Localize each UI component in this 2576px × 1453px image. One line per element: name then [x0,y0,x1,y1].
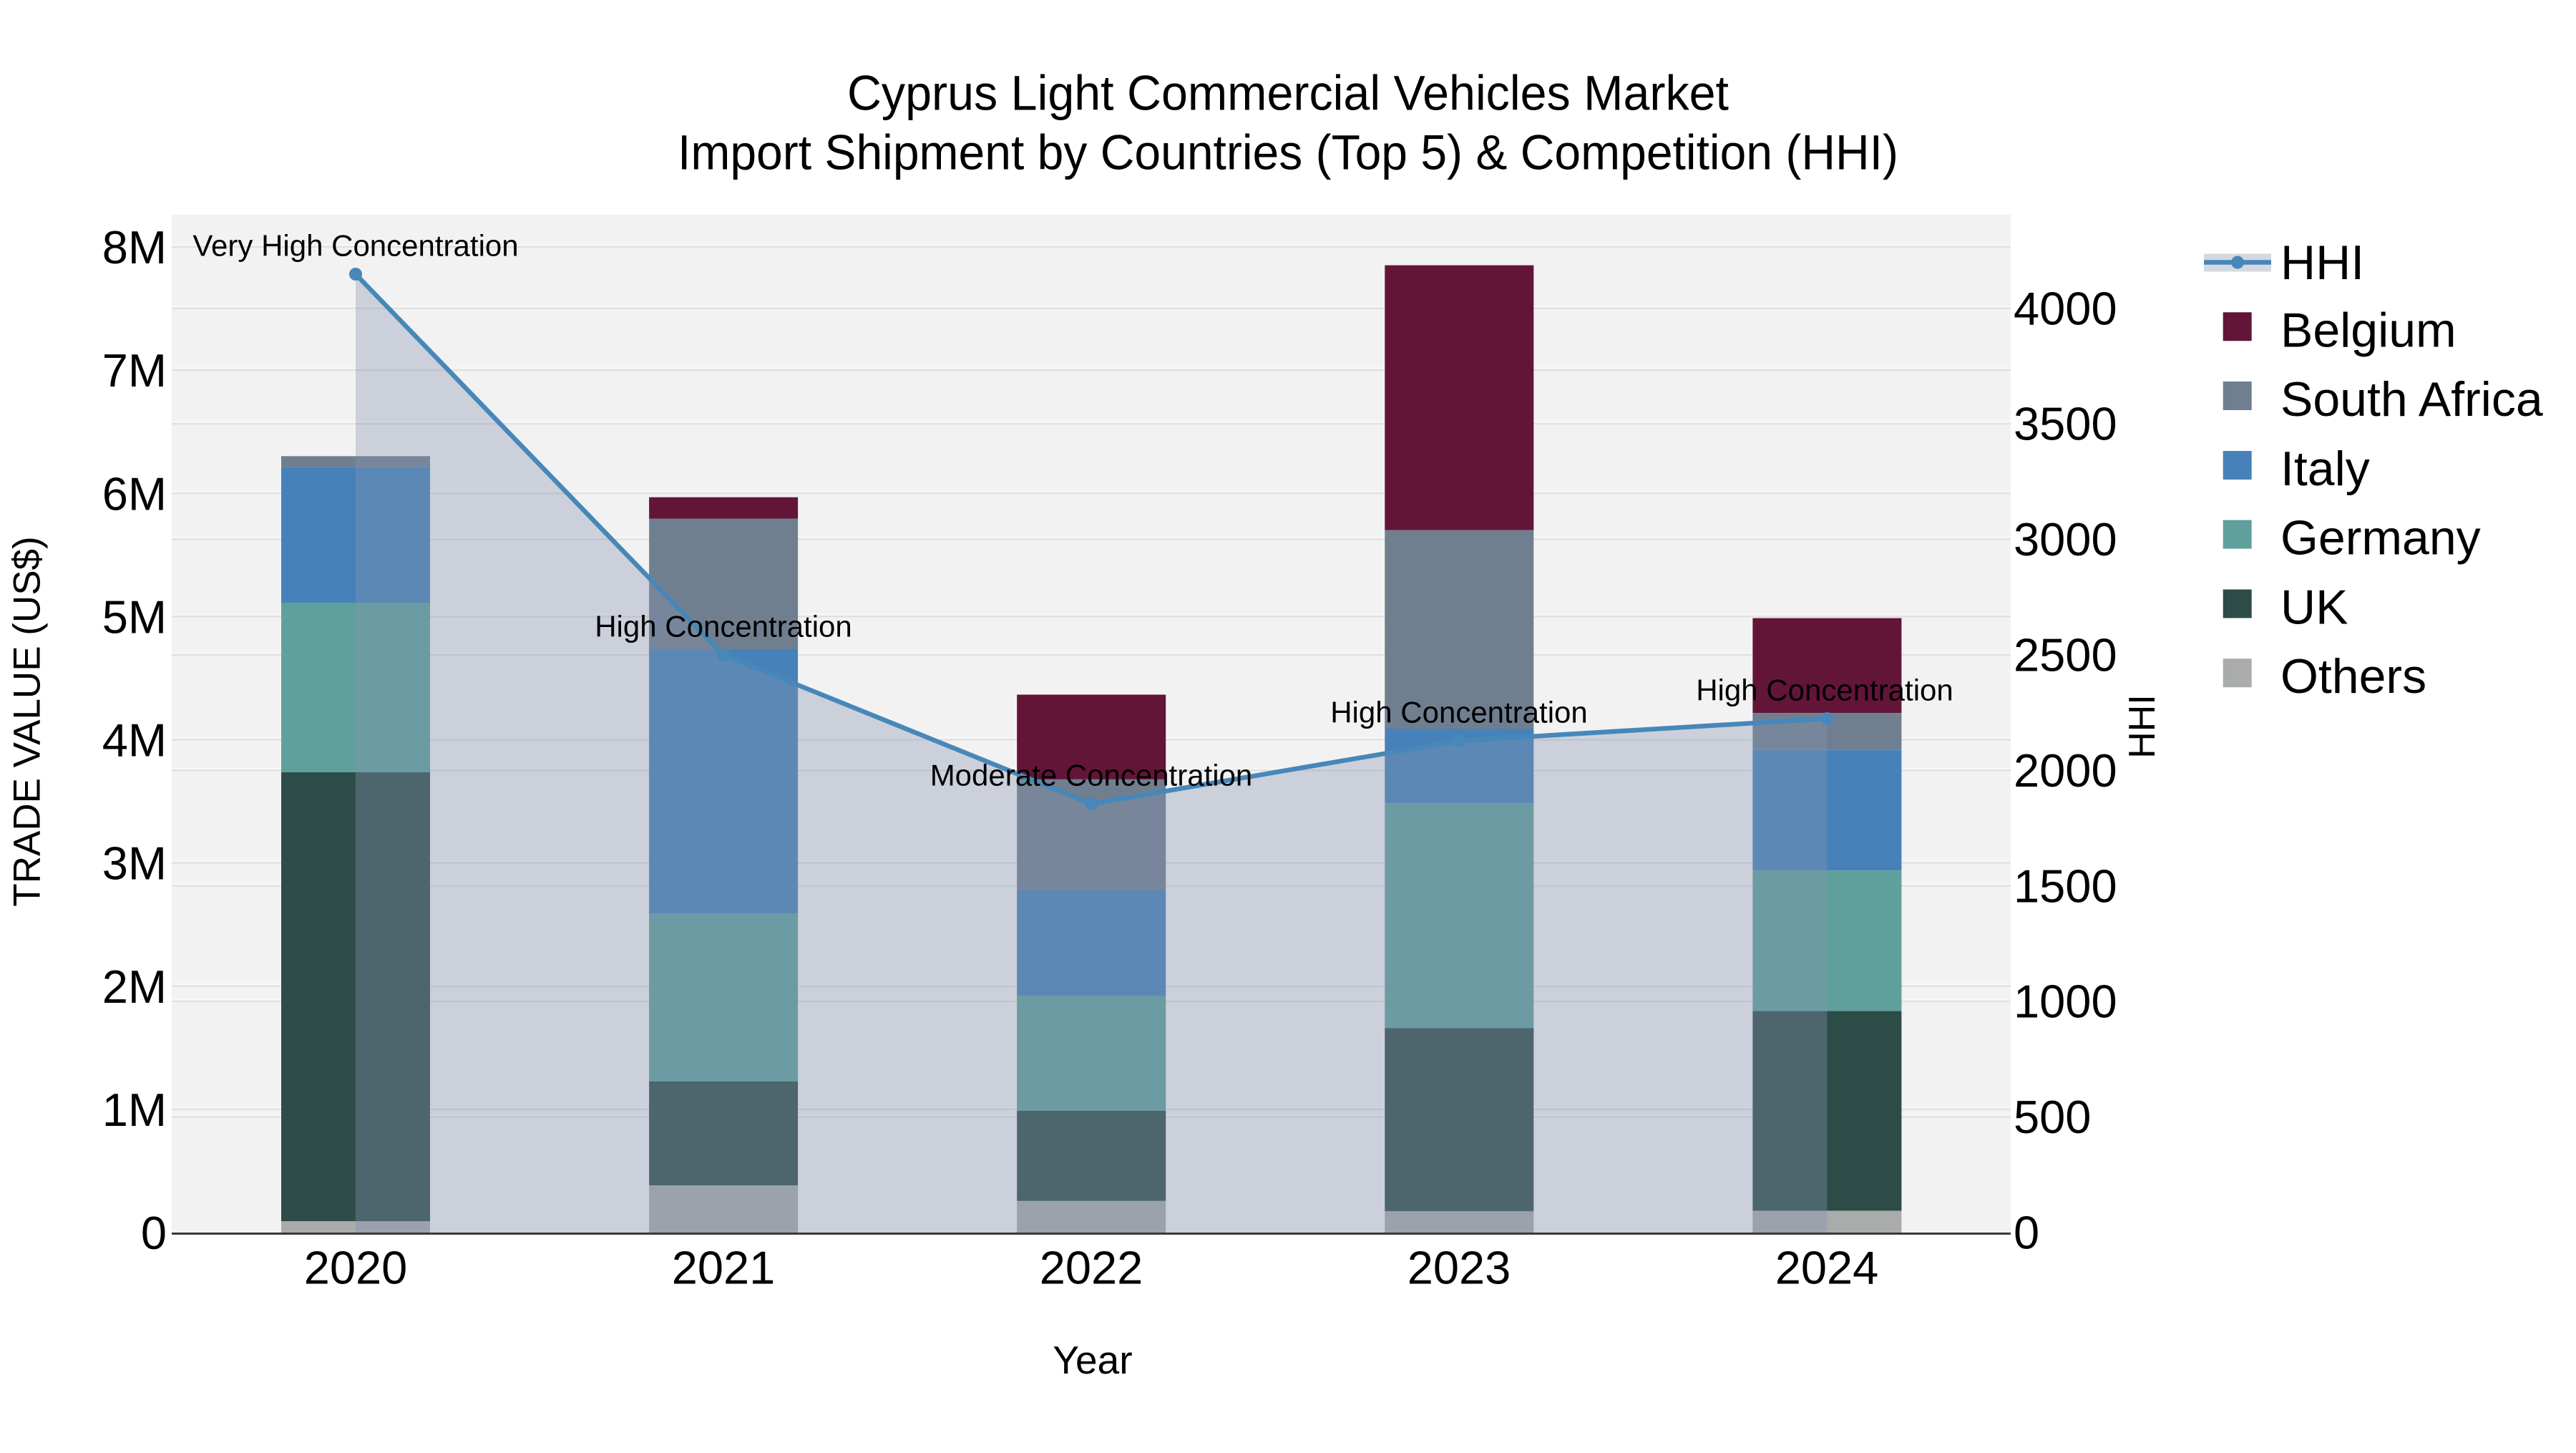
svg-text:4M: 4M [102,714,167,767]
svg-text:1000: 1000 [2014,976,2117,1028]
svg-text:2023: 2023 [1407,1242,1511,1294]
svg-text:Italy: Italy [2280,442,2370,496]
svg-text:HHI: HHI [2122,694,2163,759]
svg-text:South Africa: South Africa [2280,372,2543,427]
svg-text:5M: 5M [102,591,167,643]
svg-text:3000: 3000 [2014,513,2117,565]
svg-text:Germany: Germany [2280,511,2481,565]
svg-text:2M: 2M [102,961,167,1013]
svg-text:TRADE VALUE (US$): TRADE VALUE (US$) [6,536,49,906]
svg-text:8M: 8M [102,221,167,273]
svg-text:0: 0 [141,1207,167,1259]
svg-text:2021: 2021 [672,1242,776,1294]
svg-text:Moderate Concentration: Moderate Concentration [930,759,1253,792]
svg-text:Belgium: Belgium [2280,303,2457,357]
svg-text:UK: UK [2280,580,2348,635]
svg-text:7M: 7M [102,344,167,397]
svg-text:1M: 1M [102,1084,167,1136]
svg-text:2020: 2020 [304,1242,408,1294]
svg-text:6M: 6M [102,467,167,520]
svg-text:3M: 3M [102,837,167,890]
svg-text:High Concentration: High Concentration [1330,696,1588,729]
svg-text:3500: 3500 [2014,398,2117,450]
svg-text:Year: Year [1053,1338,1132,1382]
svg-text:1500: 1500 [2014,860,2117,912]
svg-text:2500: 2500 [2014,629,2117,681]
svg-text:High Concentration: High Concentration [1696,674,1953,707]
svg-text:2000: 2000 [2014,744,2117,797]
svg-text:Others: Others [2280,649,2426,704]
svg-text:0: 0 [2014,1207,2039,1259]
svg-text:2022: 2022 [1040,1242,1143,1294]
svg-text:HHI: HHI [2280,235,2364,290]
svg-text:500: 500 [2014,1091,2091,1143]
svg-text:High Concentration: High Concentration [595,610,852,643]
svg-text:2024: 2024 [1775,1242,1879,1294]
svg-text:Very High Concentration: Very High Concentration [192,229,518,263]
svg-text:Import Shipment by Countries (: Import Shipment by Countries (Top 5) & C… [678,125,1898,180]
svg-text:Cyprus Light Commercial Vehicl: Cyprus Light Commercial Vehicles Market [847,66,1729,121]
svg-text:4000: 4000 [2014,282,2117,334]
